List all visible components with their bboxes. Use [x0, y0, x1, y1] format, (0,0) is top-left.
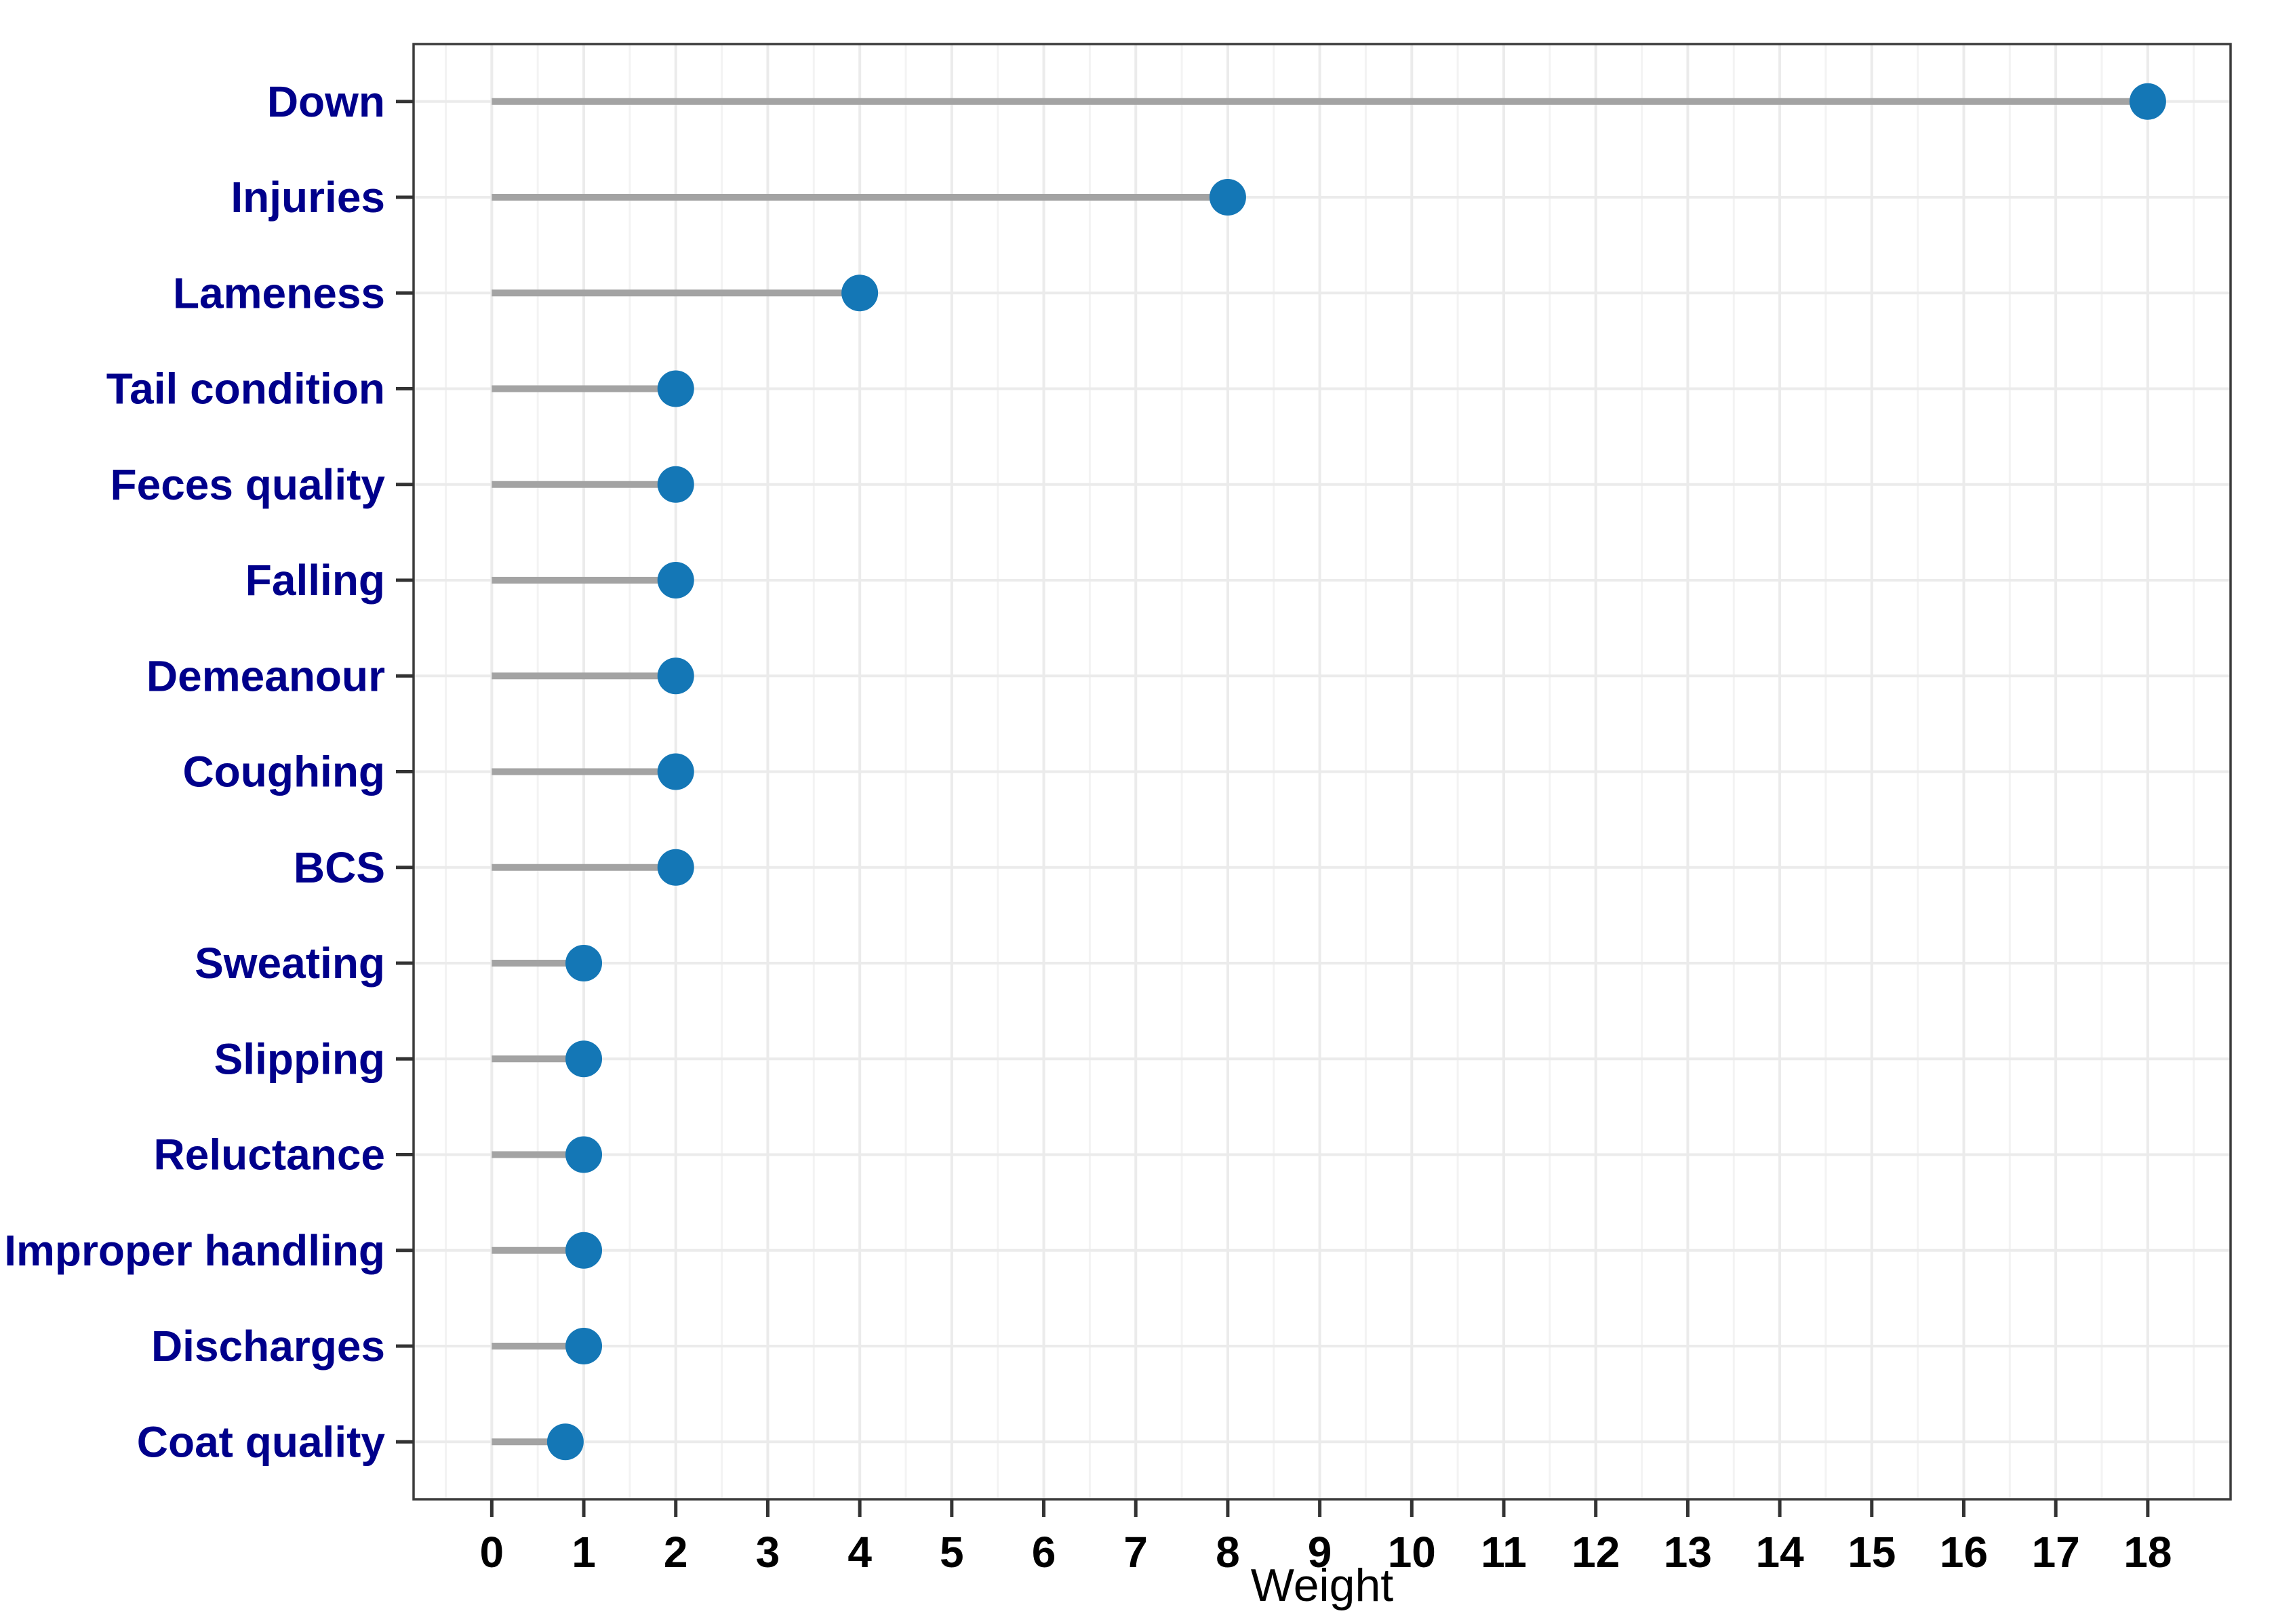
axes-layer: 0 1 2 3 4 5 6 7 8 9 10 11 12 13 14 15 16 17 18DownInjuries…: [4, 43, 2232, 1577]
category-label: Reluctance: [154, 1131, 385, 1179]
x-tick-label: 4: [847, 1528, 872, 1577]
lollipop-dot: [2129, 83, 2166, 120]
category-label: Falling: [245, 556, 385, 605]
x-tick-label: 15: [1848, 1528, 1896, 1577]
lollipop-dot: [546, 1423, 584, 1461]
lollipop-dot: [657, 849, 694, 886]
x-tick-label: 3: [756, 1528, 780, 1577]
category-label: Discharges: [151, 1322, 385, 1371]
x-tick-label: 1: [572, 1528, 596, 1577]
data-layer: [492, 83, 2166, 1461]
lollipop-dot: [657, 370, 694, 407]
lollipop-dot: [657, 562, 694, 598]
x-tick-label: 8: [1216, 1528, 1240, 1577]
x-tick-label: 18: [2123, 1528, 2172, 1577]
x-tick-label: 6: [1032, 1528, 1056, 1577]
x-tick-label: 9: [1308, 1528, 1332, 1577]
lollipop-dot: [565, 1232, 603, 1269]
x-axis-title: Weight: [1251, 1560, 1394, 1611]
lollipop-dot: [657, 657, 694, 695]
gridlines-layer: [414, 44, 2231, 1499]
category-label: Feces quality: [111, 460, 386, 509]
lollipop-dot: [565, 1136, 603, 1173]
category-label: Slipping: [214, 1034, 385, 1083]
lollipop-dot: [565, 1328, 603, 1364]
x-tick-label: 16: [1940, 1528, 1988, 1577]
category-label: Coat quality: [137, 1417, 386, 1466]
lollipop-dot: [841, 275, 879, 312]
category-label: Injuries: [231, 173, 385, 222]
category-label: Improper handling: [4, 1226, 385, 1275]
category-label: Coughing: [182, 748, 385, 796]
x-tick-label: 2: [664, 1528, 688, 1577]
x-tick-label: 11: [1481, 1528, 1527, 1577]
x-tick-label: 10: [1388, 1528, 1436, 1577]
lollipop-dot: [657, 466, 694, 503]
x-tick-label: 17: [2032, 1528, 2080, 1577]
category-label: Tail condition: [106, 365, 385, 413]
lollipop-dot: [565, 1040, 603, 1078]
x-tick-label: 0: [480, 1528, 504, 1577]
lollipop-dot: [565, 945, 603, 981]
category-label: Sweating: [195, 939, 385, 988]
x-tick-label: 13: [1664, 1528, 1712, 1577]
category-label: Down: [267, 77, 385, 126]
x-tick-label: 5: [940, 1528, 964, 1577]
x-tick-label: 14: [1755, 1528, 1804, 1577]
category-label: BCS: [294, 843, 385, 892]
category-label: Demeanour: [146, 651, 385, 700]
lollipop-dot: [657, 753, 694, 790]
lollipop-dot: [1209, 179, 1246, 216]
category-label: Lameness: [173, 268, 385, 317]
x-tick-label: 7: [1123, 1528, 1148, 1577]
x-tick-label: 12: [1572, 1528, 1620, 1577]
